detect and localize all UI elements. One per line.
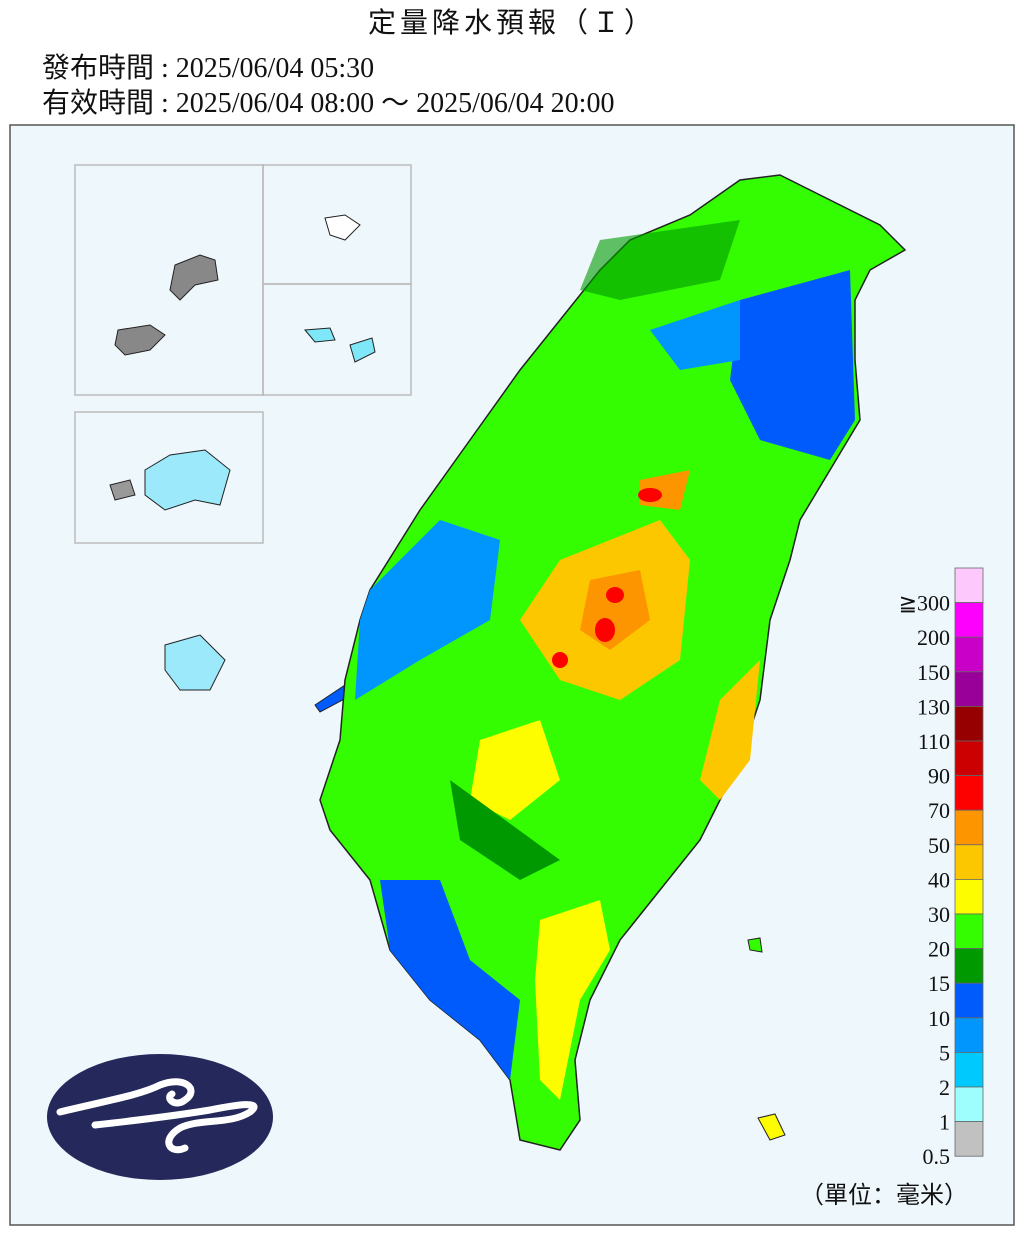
legend-label: 200 [917,625,950,650]
legend-swatch [954,567,984,603]
valid-time: 有效時間 : 2025/06/04 08:00 ～ 2025/06/04 20:… [42,87,614,119]
legend-swatch [954,879,984,915]
title: 定量降水預報（Ｉ） [368,7,656,39]
legend-label: 110 [918,729,950,754]
legend-swatch [954,740,984,776]
legend-label: 150 [917,660,950,685]
legend-label: 70 [928,798,950,823]
legend-swatch [954,1017,984,1053]
legend-swatch [954,1086,984,1122]
legend-label: 50 [928,833,950,858]
legend-swatch [954,775,984,811]
legend-label: 15 [928,971,950,996]
legend-swatch [954,809,984,846]
legend-label: 40 [928,867,950,892]
legend-swatch [954,948,984,984]
taiwan-map [319,174,907,1151]
legend-label: 2 [939,1075,950,1100]
legend-label: 20 [928,937,950,962]
legend-swatch [954,671,984,707]
legend-swatch [954,913,984,949]
logo [47,1054,273,1180]
legend-label: 10 [928,1006,950,1031]
legend-swatch [954,844,984,880]
legend-label: 30 [928,902,950,927]
unit-label: （單位：毫米） [800,1182,968,1209]
legend-swatch [954,636,984,673]
legend-label: 1 [939,1110,950,1135]
legend-swatch [954,1121,984,1157]
inset-boxes [74,164,412,544]
legend-label: 0.5 [923,1144,951,1169]
issue-time: 發布時間 : 2025/06/04 05:30 [42,52,374,84]
legend: ≧300 200 150 130 110 90 70 50 40 30 20 15 10 5 2 1 0.5 [899,567,984,1169]
legend-label: 5 [939,1040,950,1065]
legend-label: 90 [928,764,950,789]
legend-swatch [954,706,984,742]
islands [109,214,786,1141]
legend-label: 130 [917,694,950,719]
legend-swatch [954,982,984,1019]
legend-label: ≧300 [899,591,950,616]
legend-swatch [954,1052,984,1088]
legend-swatch [954,602,984,638]
